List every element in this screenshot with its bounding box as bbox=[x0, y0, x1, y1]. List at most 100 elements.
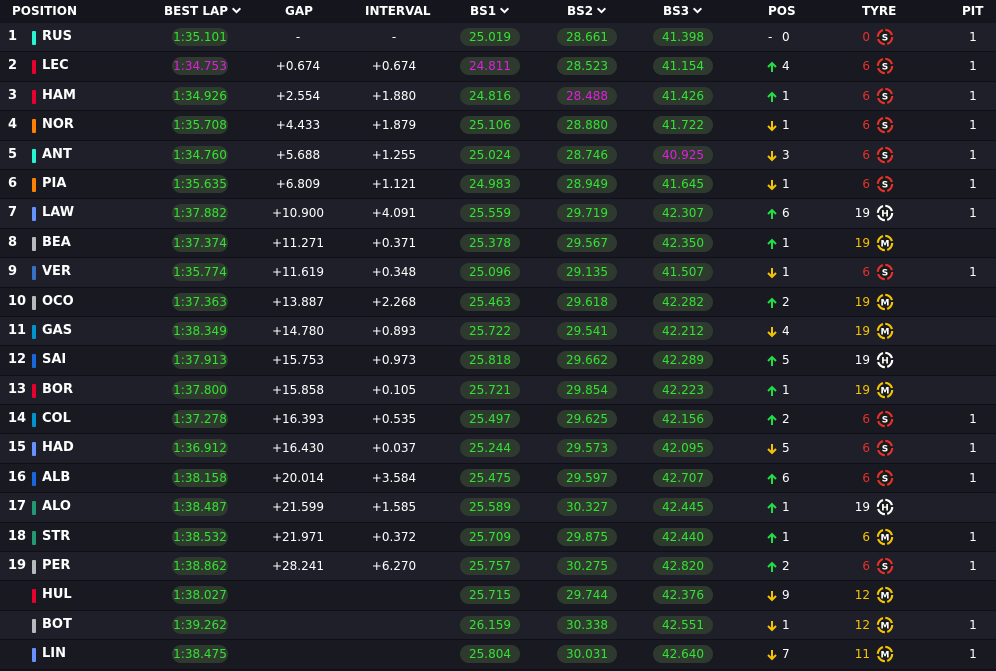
arrow-down-icon bbox=[767, 326, 777, 338]
table-row[interactable]: 1 RUS 1:35.101- -25.019 28.661 41.398-0 0 S 1 bbox=[0, 23, 996, 53]
team-color-bar bbox=[32, 324, 36, 339]
position-number bbox=[8, 611, 30, 639]
header-bs3[interactable]: BS3 bbox=[663, 0, 703, 23]
tyre-laps: 19 bbox=[854, 294, 870, 309]
bs1-time: 25.475 bbox=[460, 468, 520, 487]
tyre-laps: 6 bbox=[862, 265, 870, 280]
chevron-down-icon bbox=[500, 7, 510, 14]
pit-count: 1 bbox=[969, 470, 977, 485]
tyre-laps: 19 bbox=[854, 382, 870, 397]
tyre-laps: 6 bbox=[862, 147, 870, 162]
best-lap-time: 1:34.926 bbox=[172, 86, 228, 105]
table-row[interactable]: 16 ALB 1:38.158 +20.014 +3.584 25.475 29.597 42… bbox=[0, 463, 996, 494]
tyre-compound-letter: H bbox=[881, 210, 889, 220]
driver-code: OCO bbox=[42, 293, 74, 309]
gap-value: +14.780 bbox=[271, 323, 325, 338]
team-color-bar bbox=[32, 413, 36, 428]
interval-value: +0.105 bbox=[371, 382, 417, 397]
best-lap-time: 1:38.475 bbox=[172, 645, 228, 664]
header-bs2[interactable]: BS2 bbox=[567, 0, 607, 23]
table-row[interactable]: 12 SAI 1:37.913 +15.753 +0.973 25.818 29.662 42… bbox=[0, 346, 996, 376]
driver-code: HAD bbox=[42, 440, 74, 456]
table-row[interactable]: 7 LAW 1:37.882 +10.900 +4.091 25.559 29.719 42.… bbox=[0, 199, 996, 229]
tyre-compound-letter: S bbox=[882, 34, 888, 44]
tyre-laps: 19 bbox=[854, 206, 870, 221]
header-tyre[interactable]: TYRE bbox=[862, 4, 897, 18]
tyre-compound-letter: S bbox=[882, 563, 888, 573]
position-change-value: 3 bbox=[782, 147, 790, 162]
bs2-time: 29.573 bbox=[557, 439, 617, 458]
header-pos[interactable]: POS bbox=[768, 4, 796, 18]
driver-code: HUL bbox=[42, 587, 72, 603]
tyre-compound-letter: M bbox=[881, 533, 890, 543]
table-row[interactable]: 6 PIA 1:35.635 +6.809 +1.121 24.983 28.949 41.6… bbox=[0, 169, 996, 200]
interval-value: +0.893 bbox=[371, 323, 417, 338]
position-change-value: 1 bbox=[782, 500, 790, 515]
interval-value: +4.091 bbox=[371, 206, 417, 221]
tyre-compound-letter: S bbox=[882, 63, 888, 73]
interval-value: +0.674 bbox=[371, 59, 417, 74]
bs1-time: 25.559 bbox=[460, 204, 520, 223]
table-row[interactable]: 15 HAD 1:36.912 +16.430 +0.037 25.244 29.573 42… bbox=[0, 434, 996, 464]
header-bs1[interactable]: BS1 bbox=[470, 0, 510, 23]
pit-count: 1 bbox=[969, 176, 977, 191]
table-row[interactable]: 17 ALO 1:38.487 +21.599 +1.585 25.589 30.327 42… bbox=[0, 493, 996, 523]
header-interval[interactable]: INTERVAL bbox=[365, 4, 431, 18]
header-position[interactable]: POSITION bbox=[12, 4, 77, 18]
pit-count: 1 bbox=[969, 30, 977, 44]
position-change-value: 2 bbox=[782, 412, 790, 427]
interval-value bbox=[346, 581, 442, 609]
table-row[interactable]: 14 COL 1:37.278 +16.393 +0.535 25.497 29.625 42… bbox=[0, 405, 996, 435]
table-row[interactable]: 4 NOR 1:35.708 +4.433 +1.879 25.106 28.880 41.7… bbox=[0, 111, 996, 141]
bs3-time: 40.925 bbox=[653, 145, 713, 164]
table-row[interactable]: 13 BOR 1:37.800 +15.858 +0.105 25.721 29.854 42… bbox=[0, 375, 996, 406]
table-row[interactable]: 19 PER 1:38.862 +28.241 +6.270 25.757 30.275 42… bbox=[0, 552, 996, 582]
hard-tyre-icon: H bbox=[876, 498, 894, 516]
table-row[interactable]: 18 STR 1:38.532 +21.971 +0.372 25.709 29.875 42… bbox=[0, 522, 996, 553]
tyre-laps: 6 bbox=[862, 441, 870, 456]
tyre-laps: 6 bbox=[862, 59, 870, 74]
table-row[interactable]: HUL 1:38.027 25.715 29.744 42.376 9 12 M bbox=[0, 581, 996, 611]
table-row[interactable]: LIN 1:38.475 25.804 30.031 42.640 7 11 M 1 bbox=[0, 640, 996, 670]
bs1-time: 24.816 bbox=[460, 86, 520, 105]
table-row[interactable]: BOT 1:39.262 26.159 30.338 42.551 1 12 M 1 bbox=[0, 610, 996, 641]
bs3-time: 41.154 bbox=[653, 57, 713, 76]
bs1-time: 25.804 bbox=[460, 645, 520, 664]
medium-tyre-icon: M bbox=[876, 381, 894, 398]
bs1-time: 25.106 bbox=[460, 116, 520, 135]
soft-tyre-icon: S bbox=[876, 263, 894, 281]
position-number: 11 bbox=[8, 322, 27, 338]
arrow-up-icon bbox=[767, 502, 777, 514]
gap-value: +20.014 bbox=[271, 470, 325, 485]
table-row[interactable]: 8 BEA 1:37.374 +11.271 +0.371 25.378 29.567 42.… bbox=[0, 228, 996, 259]
table-row[interactable]: 5 ANT 1:34.760 +5.688 +1.255 25.024 28.746 40.9… bbox=[0, 140, 996, 170]
header-best-lap[interactable]: BEST LAP bbox=[164, 0, 242, 23]
tyre-laps: 6 bbox=[862, 529, 870, 544]
interval-value: +1.879 bbox=[371, 118, 417, 133]
bs1-time: 24.983 bbox=[460, 174, 520, 193]
driver-code: ANT bbox=[42, 146, 72, 162]
header-pit[interactable]: PIT bbox=[962, 4, 984, 18]
header-gap[interactable]: GAP bbox=[285, 4, 313, 18]
driver-code: ALB bbox=[42, 469, 71, 485]
table-row[interactable]: 10 OCO 1:37.363 +13.887 +2.268 25.463 29.618 42… bbox=[0, 287, 996, 317]
medium-tyre-icon: M bbox=[876, 322, 894, 340]
best-lap-time: 1:35.101 bbox=[172, 28, 228, 46]
tyre-laps: 6 bbox=[862, 118, 870, 133]
tyre-laps: 6 bbox=[862, 470, 870, 485]
table-row[interactable]: 11 GAS 1:38.349 +14.780 +0.893 25.722 29.541 42… bbox=[0, 316, 996, 347]
medium-tyre-icon: M bbox=[876, 293, 894, 310]
bs3-time: 41.645 bbox=[653, 174, 713, 193]
bs1-time: 24.811 bbox=[460, 57, 520, 76]
table-row[interactable]: 2 LEC 1:34.753 +0.674 +0.674 24.811 28.523 41.1… bbox=[0, 52, 996, 82]
team-color-bar bbox=[32, 354, 36, 369]
bs1-time: 25.722 bbox=[460, 321, 520, 340]
table-header: POSITION BEST LAP GAP INTERVAL BS1 BS2 B… bbox=[0, 0, 996, 23]
table-body: 1 RUS 1:35.101- -25.019 28.661 41.398-0 0 S 1 2 LE… bbox=[0, 23, 996, 670]
position-number: 9 bbox=[8, 264, 18, 280]
bs2-time: 29.744 bbox=[557, 586, 617, 605]
position-number: 4 bbox=[8, 117, 18, 133]
gap-value: +16.393 bbox=[271, 412, 325, 427]
table-row[interactable]: 3 HAM 1:34.926 +2.554 +1.880 24.816 28.488 41.4… bbox=[0, 81, 996, 112]
table-row[interactable]: 9 VER 1:35.774 +11.619 +0.348 25.096 29.135 41.… bbox=[0, 258, 996, 288]
